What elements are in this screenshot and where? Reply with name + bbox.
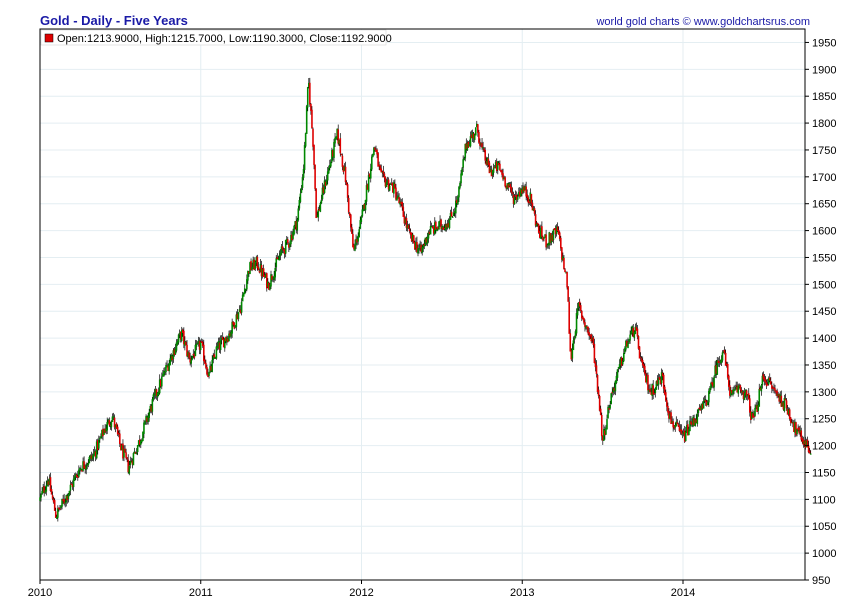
legend-box xyxy=(40,29,387,46)
y-tick-label: 1050 xyxy=(812,521,836,533)
y-tick-label: 1500 xyxy=(812,279,836,291)
source-credit: world gold charts © www.goldchartsrus.co… xyxy=(596,16,810,28)
y-tick-label: 1150 xyxy=(812,467,836,479)
y-tick-label: 1600 xyxy=(812,226,836,238)
plot-frame xyxy=(39,28,806,581)
y-tick-label: 1950 xyxy=(812,37,836,49)
y-tick-label: 1250 xyxy=(812,414,836,426)
y-axis: 950 1000 1050 1100 1150 1200 1250 1300 1350 1400 1… xyxy=(805,37,836,587)
y-tick-label: 1700 xyxy=(812,172,836,184)
x-tick-label: 2010 xyxy=(28,587,52,599)
y-tick-label: 1200 xyxy=(812,441,836,453)
y-tick-label: 1550 xyxy=(812,252,836,264)
y-tick-label: 1400 xyxy=(812,333,836,345)
legend: Open:1213.9000, High:1215.7000, Low:1190… xyxy=(40,29,392,46)
y-tick-label: 1450 xyxy=(812,306,836,318)
x-tick-label: 2011 xyxy=(189,587,213,599)
y-tick-label: 1350 xyxy=(812,360,836,372)
y-tick-label: 1000 xyxy=(812,548,836,560)
y-tick-label: 1800 xyxy=(812,118,836,130)
y-tick-label: 1750 xyxy=(812,145,836,157)
y-tick-label: 1100 xyxy=(812,494,836,506)
grid-lines xyxy=(39,29,805,581)
x-tick-label: 2012 xyxy=(349,587,373,599)
x-axis: 2010 2011 2012 2013 2014 xyxy=(28,580,695,599)
legend-ohlc-text: Open:1213.9000, High:1215.7000, Low:1190… xyxy=(57,33,392,45)
chart-title: Gold - Daily - Five Years xyxy=(40,13,188,28)
legend-swatch xyxy=(44,33,54,43)
candles-layer xyxy=(39,77,812,522)
x-tick-label: 2014 xyxy=(671,587,695,599)
y-tick-label: 1850 xyxy=(812,91,836,103)
y-tick-label: 950 xyxy=(812,575,830,587)
y-tick-label: 1900 xyxy=(812,64,836,76)
x-tick-label: 2013 xyxy=(510,587,534,599)
y-tick-label: 1300 xyxy=(812,387,836,399)
y-tick-label: 1650 xyxy=(812,199,836,211)
